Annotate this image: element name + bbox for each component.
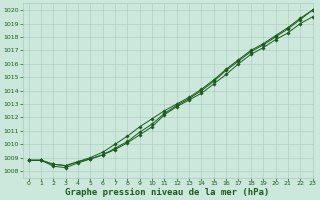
X-axis label: Graphe pression niveau de la mer (hPa): Graphe pression niveau de la mer (hPa) <box>65 188 270 197</box>
